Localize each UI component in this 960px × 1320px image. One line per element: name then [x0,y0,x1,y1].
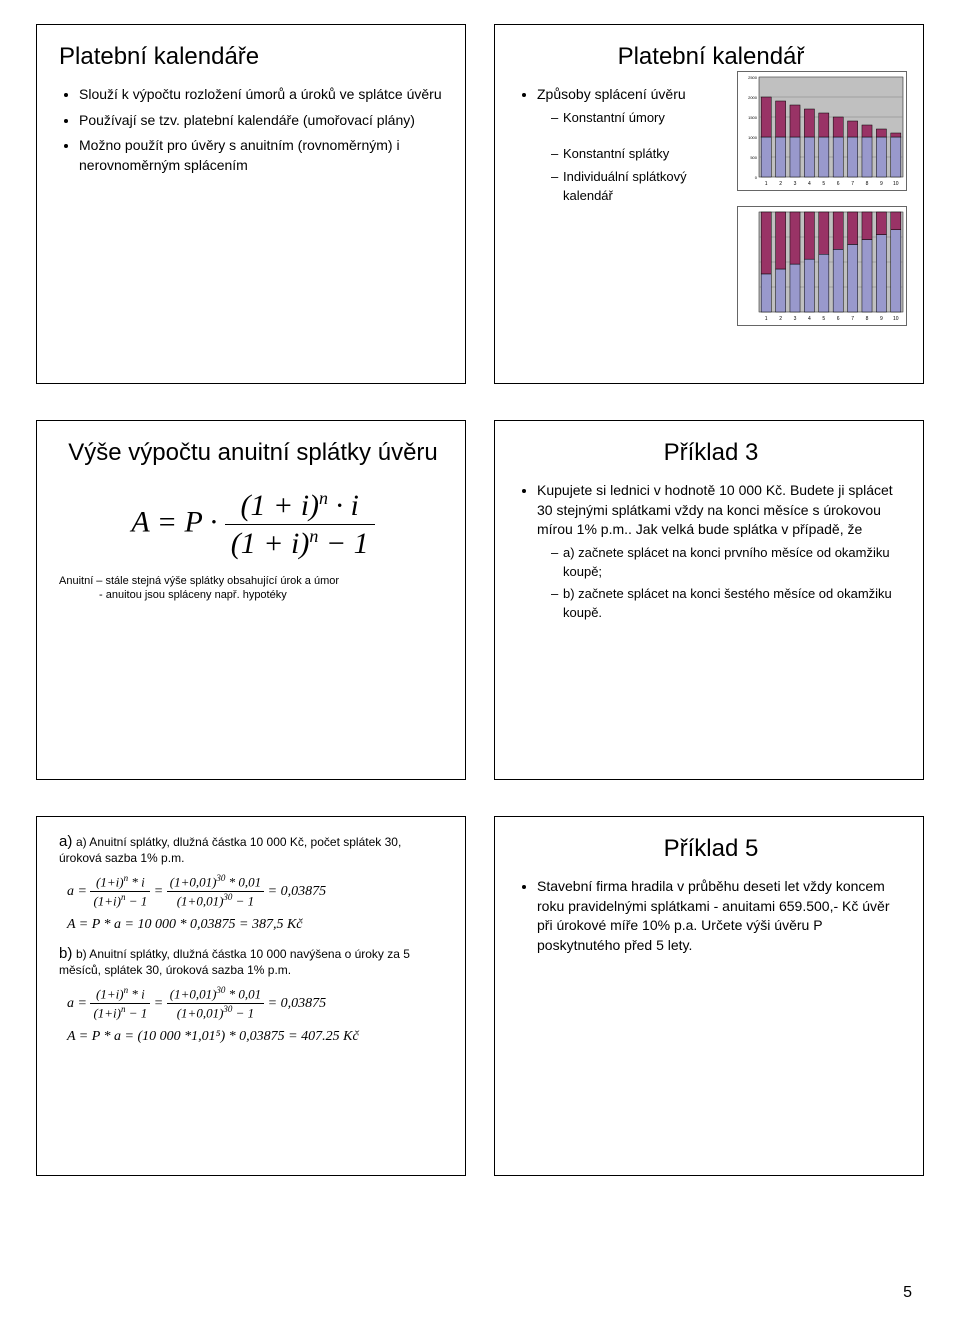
svg-text:500: 500 [750,155,757,160]
svg-text:2: 2 [779,181,782,187]
f-num-base: (1 + i) [240,489,319,522]
bullet-text: Stavební firma hradila v průběhu deseti … [537,878,890,953]
svg-text:6: 6 [837,181,840,187]
sub-bullet: Individuální splátkový kalendář [551,168,727,206]
slide-3: Výše výpočtu anuitní splátky úvěru A = P… [36,420,466,780]
a-result: = 0,03875 [268,996,326,1011]
f-P: P [184,505,202,538]
f-eq: = [149,505,184,538]
annuity-formula: A = P · (1 + i)n · i (1 + i)n − 1 [59,489,447,560]
bullet-list: Kupujete si lednici v hodnotě 10 000 Kč.… [517,481,905,623]
svg-text:10: 10 [893,181,899,187]
bullet: Stavební firma hradila v průběhu deseti … [537,877,905,955]
f-A: A [131,505,149,538]
svg-text:5: 5 [822,316,825,322]
slide-6: Příklad 5 Stavební firma hradila v průbě… [494,816,924,1176]
page-number: 5 [903,1284,912,1302]
formula-note-2: - anuitou jsou spláceny např. hypotéky [59,588,447,602]
A-line-2: A = P * a = (10 000 *1,01⁵) * 0,03875 = … [67,1028,447,1046]
svg-text:6: 6 [837,316,840,322]
sub-bullet: a) začnete splácet na konci prvního měsí… [551,544,905,582]
slide-2: Platební kalendář Způsoby splácení úvěru… [494,24,924,384]
svg-text:4: 4 [808,181,811,187]
f-num-tail: · i [328,489,359,522]
bullet: Slouží k výpočtu rozložení úmorů a úroků… [79,85,447,105]
f-num-exp: n [319,488,328,508]
svg-text:8: 8 [866,316,869,322]
svg-text:2500: 2500 [748,75,758,80]
bullet-text: Způsoby splácení úvěru [537,86,686,102]
sub-bullet: b) začnete splácet na konci šestého měsí… [551,585,905,623]
svg-text:5: 5 [822,181,825,187]
svg-text:3: 3 [794,316,797,322]
svg-text:9: 9 [880,181,883,187]
charts-container: 0 500 1000 1500 2000 2500 1 2 3 4 5 6 7 8 9 10 1 2 3 4 5 6 7 8… [737,71,907,331]
formula-note-1: Anuitní – stále stejná výše splátky obsa… [59,574,447,588]
slide-4: Příklad 3 Kupujete si lednici v hodnotě … [494,420,924,780]
bullet-text: Kupujete si lednici v hodnotě 10 000 Kč.… [537,482,893,537]
a-eq: a = [67,884,90,899]
slide-title: Příklad 5 [517,835,905,863]
lead-b-text: b) Anuitní splátky, dlužná částka 10 000… [59,947,410,977]
slide-title: Platební kalendáře [59,43,447,71]
chart-constant-principal: 0 500 1000 1500 2000 2500 1 2 3 4 5 6 7 8 9 10 [737,71,907,191]
chart-constant-payment: 1 2 3 4 5 6 7 8 9 10 [737,206,907,326]
svg-text:0: 0 [755,175,758,180]
svg-text:1: 1 [765,181,768,187]
bullet: Způsoby splácení úvěru Konstantní úmory … [537,85,727,206]
bullet: Používají se tzv. platební kalendáře (um… [79,111,447,131]
A-line-1: A = P * a = 10 000 * 0,03875 = 387,5 Kč [67,916,447,934]
f-den-tail: − 1 [318,527,368,560]
bullet: Kupujete si lednici v hodnotě 10 000 Kč.… [537,481,905,623]
svg-text:1: 1 [765,316,768,322]
svg-text:3: 3 [794,181,797,187]
a-result: = 0,03875 [268,884,326,899]
bullet: Možno použít pro úvěry s anuitním (rovno… [79,136,447,175]
svg-text:1000: 1000 [748,135,758,140]
svg-text:8: 8 [866,181,869,187]
svg-text:2000: 2000 [748,95,758,100]
f-den-base: (1 + i) [231,527,310,560]
bullet-list: Způsoby splácení úvěru Konstantní úmory … [517,85,727,206]
lead-a: a) a) Anuitní splátky, dlužná částka 10 … [59,833,447,865]
svg-text:10: 10 [893,316,899,322]
a-eq: a = [67,996,90,1011]
f-den-exp: n [309,526,318,546]
svg-text:7: 7 [851,316,854,322]
svg-text:4: 4 [808,316,811,322]
slide-title: Příklad 3 [517,439,905,467]
calc-b: a = (1+i)n * i (1+i)n − 1 = (1+0,01)30 *… [67,985,447,1047]
slide-title: Platební kalendář [517,43,905,71]
slide-5: a) a) Anuitní splátky, dlužná částka 10 … [36,816,466,1176]
svg-text:7: 7 [851,181,854,187]
sub-bullet: Konstantní úmory [551,109,727,128]
slide-title: Výše výpočtu anuitní splátky úvěru [59,439,447,467]
bullet-list: Stavební firma hradila v průběhu deseti … [517,877,905,955]
lead-a-text: a) Anuitní splátky, dlužná částka 10 000… [59,835,401,865]
svg-text:9: 9 [880,316,883,322]
calc-a: a = (1+i)n * i (1+i)n − 1 = (1+0,01)30 *… [67,873,447,935]
slide-1: Platební kalendáře Slouží k výpočtu rozl… [36,24,466,384]
svg-text:1500: 1500 [748,115,758,120]
sub-bullet: Konstantní splátky [551,145,727,164]
lead-b: b) b) Anuitní splátky, dlužná částka 10 … [59,945,447,977]
bullet-list: Slouží k výpočtu rozložení úmorů a úroků… [59,85,447,175]
svg-text:2: 2 [779,316,782,322]
f-dot: · [202,505,225,538]
